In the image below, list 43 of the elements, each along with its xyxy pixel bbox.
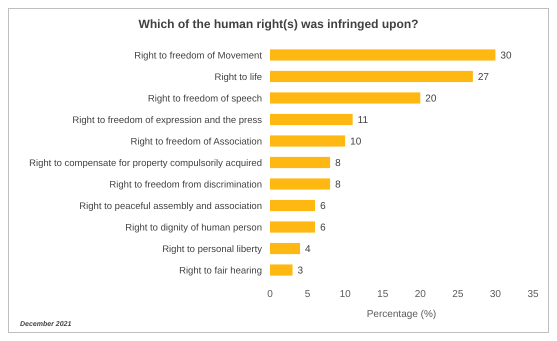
x-axis-title: Percentage (%) — [366, 309, 436, 320]
y-tick-label: Right to freedom of speech — [148, 93, 262, 104]
data-label: 6 — [320, 222, 326, 234]
data-label: 6 — [320, 201, 326, 212]
data-label: 11 — [358, 114, 368, 126]
y-tick-label: Right to freedom of expression and the press — [72, 114, 262, 126]
x-tick-label: 35 — [527, 289, 539, 300]
y-tick-label: Right to peaceful assembly and association — [79, 200, 262, 212]
x-tick-label: 0 — [267, 289, 274, 300]
chart-title: Which of the human right(s) was infringed upon? — [138, 17, 418, 31]
bar — [270, 70, 473, 82]
y-tick-label: Right to freedom of Association — [130, 136, 262, 148]
bar — [270, 156, 330, 168]
bar — [270, 264, 293, 276]
bar — [270, 221, 316, 233]
y-tick-label: Right to fair hearing — [179, 265, 262, 276]
x-tick-label: 30 — [490, 289, 502, 300]
data-label: 4 — [305, 244, 312, 256]
bar — [270, 92, 420, 104]
bar — [270, 242, 300, 254]
data-label: 3 — [298, 266, 304, 277]
bar — [270, 178, 330, 190]
data-label: 30 — [500, 50, 512, 62]
bar — [270, 200, 316, 212]
y-tick-label: Right to life — [214, 72, 262, 83]
y-tick-label: Right to freedom from discrimination — [109, 179, 262, 190]
bar — [270, 135, 346, 147]
data-label: 10 — [350, 136, 362, 148]
x-tick-label: 25 — [452, 289, 464, 300]
bar — [270, 114, 353, 126]
y-tick-label: Right to personal liberty — [162, 244, 262, 255]
x-tick-label: 10 — [340, 289, 352, 300]
y-tick-label: Right to compensate for property compulsorily acquired — [29, 158, 262, 169]
x-tick-label: 20 — [414, 289, 426, 300]
x-tick-label: 15 — [377, 289, 389, 300]
data-label: 20 — [425, 93, 437, 104]
data-label: 8 — [335, 158, 342, 169]
data-label: 27 — [478, 72, 490, 83]
x-tick-label: 5 — [304, 289, 311, 300]
y-tick-label: Right to freedom of Movement — [134, 50, 262, 62]
bar — [270, 49, 496, 61]
data-label: 8 — [335, 180, 342, 191]
y-tick-label: Right to dignity of human person — [125, 222, 262, 234]
